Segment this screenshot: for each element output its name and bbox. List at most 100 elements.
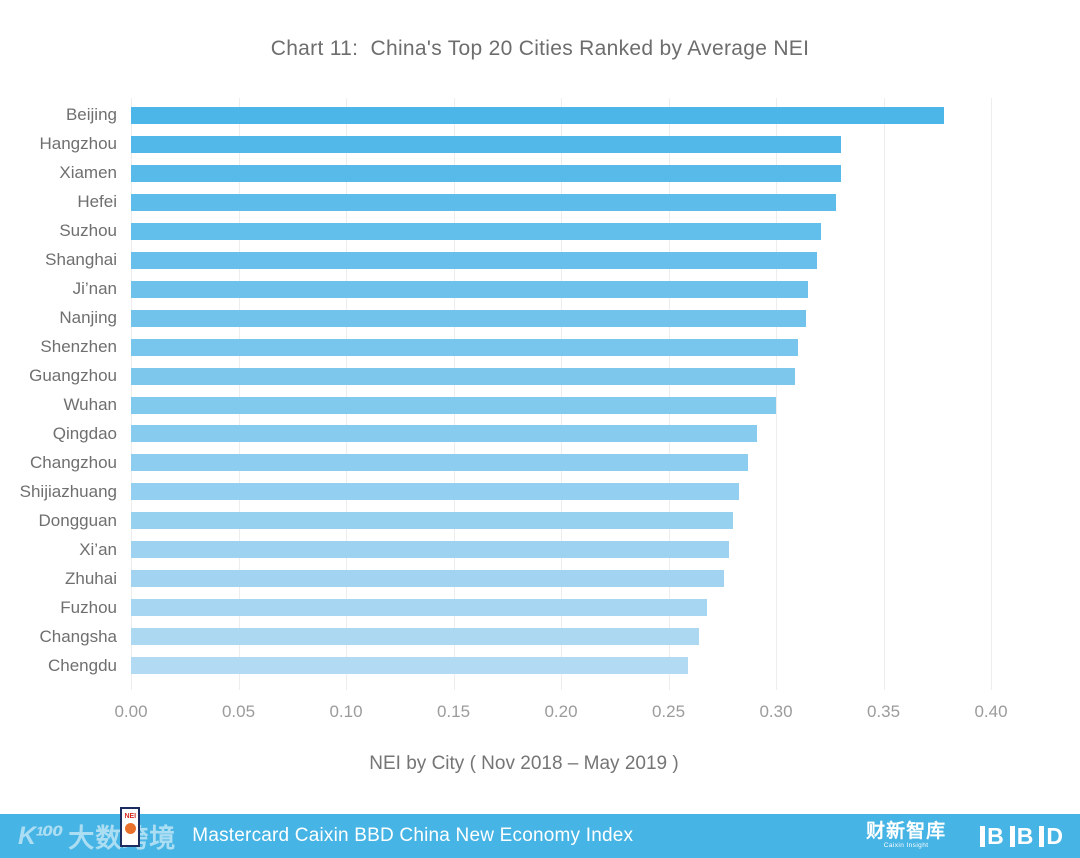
x-tick-label: 0.30 [759, 702, 793, 721]
gridline [238, 98, 240, 690]
bar [131, 541, 729, 559]
bar-row [131, 101, 991, 130]
bar [131, 193, 837, 211]
gridline [346, 98, 347, 690]
dashukuajing-watermark: 大数跨境 NEI [68, 806, 176, 855]
bar [131, 425, 757, 443]
category-label: Xi’an [79, 539, 117, 559]
category-label: Changzhou [30, 452, 117, 472]
bar-row [131, 535, 991, 564]
caixin-en-text: Caixin Insight [883, 842, 929, 850]
category-label: Fuzhou [60, 597, 117, 617]
bar-row [131, 275, 991, 304]
bar-row [131, 159, 991, 188]
bar-rows [131, 101, 991, 680]
bar-row [131, 593, 991, 622]
x-axis-ticks: 0.00 0.05 0.10 0.15 0.20 0.25 0.30 0.35 0.40 [114, 702, 1007, 724]
bbd-letter-glyph: B [980, 822, 1004, 849]
nei-badge: NEI [120, 806, 141, 847]
x-tick-label: 0.35 [866, 702, 901, 721]
footer-bar: K¹⁰⁰ 大数跨境 NEI Mastercard Caixin BBD Chin… [0, 806, 1080, 858]
bar [131, 164, 841, 182]
bar-row [131, 362, 991, 391]
bar-row [131, 651, 991, 680]
bar [131, 628, 699, 646]
category-label: Chengdu [47, 655, 117, 675]
bar-row [131, 506, 991, 535]
gridline [131, 98, 132, 690]
category-label: Qingdao [52, 423, 117, 443]
plot-area [131, 98, 992, 690]
x-tick-label: 0.25 [651, 702, 686, 721]
category-label: Wuhan [63, 395, 117, 414]
bar [131, 251, 817, 269]
bbd-bar-icon [1009, 825, 1015, 847]
gridline [776, 98, 777, 690]
category-label: Ji’nan [72, 279, 117, 299]
category-label: Guangzhou [29, 366, 117, 386]
bar [131, 367, 796, 385]
bar-row [131, 304, 991, 333]
bar-row [131, 564, 991, 593]
x-tick-label: 0.10 [329, 702, 363, 721]
bar [131, 106, 944, 124]
category-label: Xiamen [59, 163, 117, 183]
watermark-logo: K¹⁰⁰ 大数跨境 NEI [18, 806, 176, 855]
bbd-letter: D [1046, 822, 1063, 849]
bar-row [131, 391, 991, 420]
category-label: Zhuhai [65, 568, 117, 588]
bbd-letter-glyph: B [1009, 822, 1034, 849]
bbd-letter: B [1016, 822, 1034, 849]
bar [131, 309, 807, 327]
gridline [453, 98, 455, 690]
category-label: Dongguan [38, 510, 117, 530]
category-label: Beijing [65, 105, 117, 125]
x-tick-label: 0.20 [544, 702, 578, 721]
caixin-insight-logo: 财新智库 Caixin Insight [866, 822, 946, 850]
gridline [991, 98, 992, 690]
gridlines [131, 98, 992, 690]
bar [131, 483, 740, 501]
bbd-letter-glyph: D [1039, 822, 1063, 849]
bar [131, 396, 776, 414]
bar [131, 454, 749, 472]
category-label: Hangzhou [39, 134, 117, 154]
footer-title: Mastercard Caixin BBD China New Economy … [192, 825, 634, 846]
bar-row [131, 217, 991, 246]
bar-row [131, 246, 991, 275]
bar-row [131, 477, 991, 506]
bbd-bar-icon [980, 825, 986, 847]
x-tick-label: 0.40 [974, 702, 1008, 721]
k100-logo: K¹⁰⁰ [18, 822, 63, 850]
gridline [561, 98, 562, 690]
bar [131, 338, 798, 356]
x-axis-label: NEI by City ( Nov 2018 – May 2019 ) [369, 753, 679, 774]
x-tick-label: 0.00 [114, 702, 148, 721]
bar-row [131, 622, 991, 651]
bar [131, 657, 688, 675]
category-label: Nanjing [59, 308, 117, 328]
nei-badge-circle-icon [124, 822, 136, 834]
category-label: Shanghai [45, 250, 117, 270]
category-label: Shijiazhuang [19, 481, 117, 501]
bar-row [131, 333, 991, 362]
bar-row [131, 188, 991, 217]
bar-row [131, 130, 991, 159]
bar [131, 512, 733, 530]
bar [131, 599, 708, 617]
category-labels: Beijing Hangzhou Xiamen Hefei Suzhou Shanghai… [0, 101, 117, 680]
bar [131, 280, 809, 298]
gridline [668, 98, 670, 690]
bar [131, 570, 725, 588]
bbd-letter: B [987, 822, 1004, 849]
bar-row [131, 448, 991, 477]
x-tick-label: 0.05 [221, 702, 256, 721]
nei-badge-text: NEI [124, 812, 137, 820]
bar [131, 135, 841, 153]
bar-row [131, 419, 991, 448]
category-label: Suzhou [59, 221, 117, 241]
chart-title: Chart 11: China's Top 20 Cities Ranked b… [270, 37, 810, 60]
